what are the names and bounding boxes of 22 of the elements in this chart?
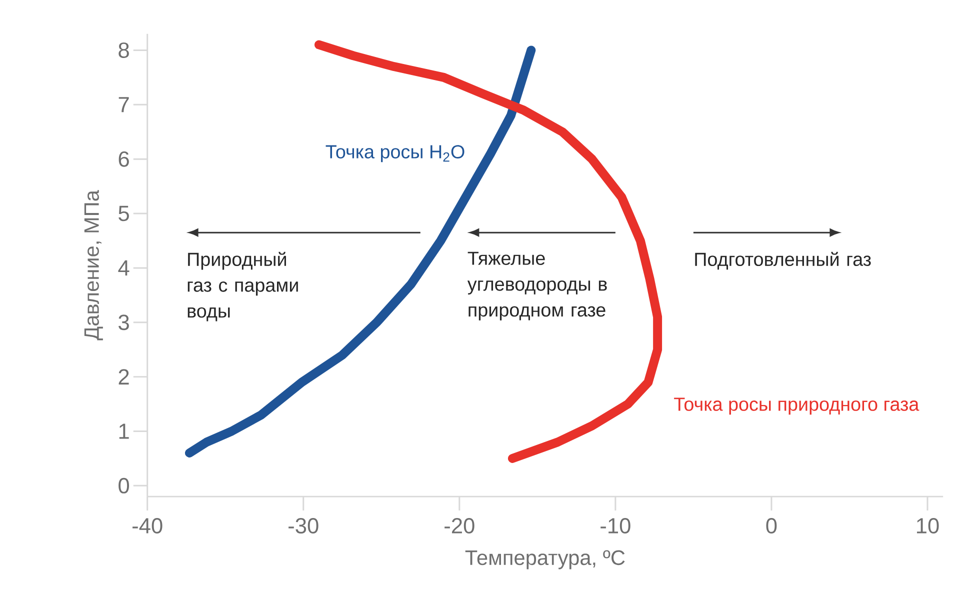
y-tick-label: 2 [118,369,129,384]
y-tick-label: 6 [118,151,129,167]
x-tick-label: -10 [600,518,630,534]
y-tick-label: 8 [118,42,129,58]
y-tick-label: 7 [118,97,129,112]
y-tick-label: 0 [118,478,130,494]
y-tick-label: 1 [119,424,129,439]
annotation: Тяжелые углеводороды в природном газе [467,252,607,320]
series-label: Точка росы H$_{2}$O [326,144,464,162]
y-tick-label: 3 [118,314,129,330]
series-label: Точка росы природного газа [674,398,920,415]
annotation: Природный газ с парами воды [188,252,298,322]
x-tick-label: 10 [916,518,939,534]
y-axis-title: Давление, МПа [84,190,103,340]
x-tick-label: -30 [288,518,318,534]
annotation: Подготовленный газ [695,252,871,270]
x-tick-label: -20 [444,518,474,534]
x-tick-label: 0 [766,518,777,534]
x-axis-title: Температура, ºС [465,550,625,570]
y-tick-label: 5 [118,206,129,222]
y-tick-label: 4 [118,260,130,276]
x-tick-label: -40 [132,518,162,534]
